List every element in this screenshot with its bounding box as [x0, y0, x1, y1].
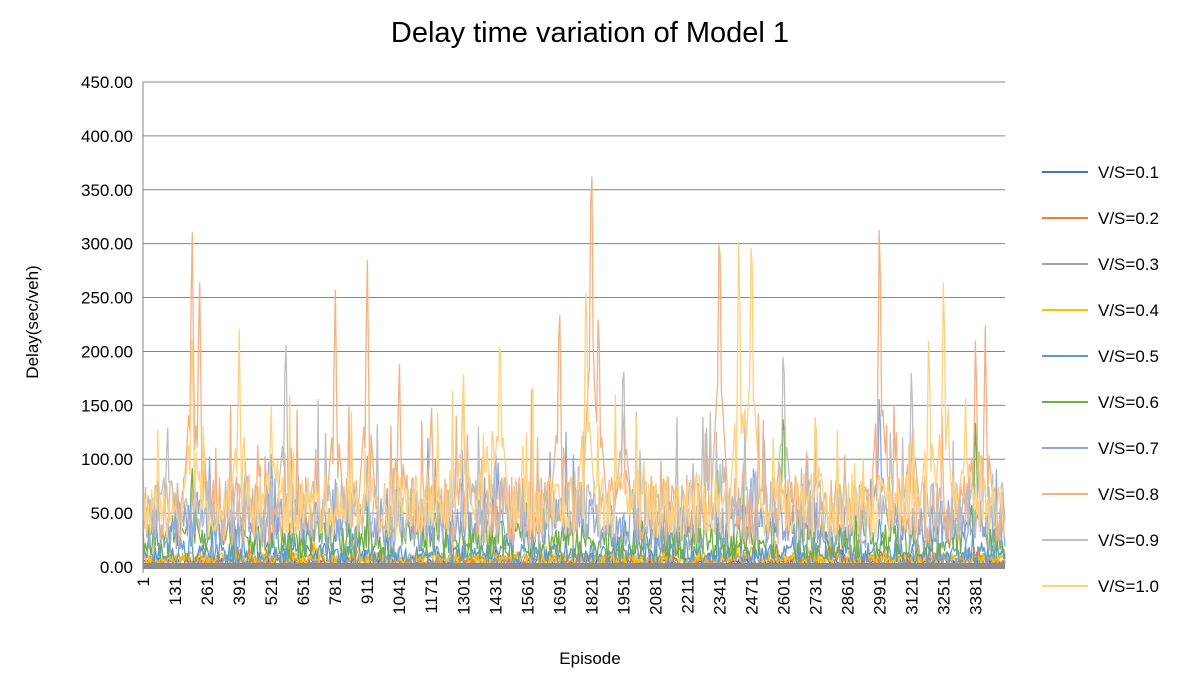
x-tick-label: 1691: [550, 577, 569, 615]
x-tick-label: 1041: [390, 577, 409, 615]
x-tick-label: 3381: [967, 577, 986, 615]
legend-label: V/S=0.7: [1098, 439, 1159, 458]
zero-baseline: [143, 563, 1005, 569]
x-tick-label: 3251: [935, 577, 954, 615]
x-tick-label: 1301: [454, 577, 473, 615]
legend-label: V/S=0.3: [1098, 255, 1159, 274]
x-tick-label: 2211: [678, 577, 697, 614]
x-tick-label: 1821: [582, 577, 601, 615]
series-lines: [142, 176, 1006, 567]
y-tick-label: 150.00: [81, 396, 133, 415]
y-tick-label: 350.00: [81, 181, 133, 200]
legend-label: V/S=0.1: [1098, 163, 1159, 182]
x-tick-label: 1561: [518, 577, 537, 615]
x-tick-label: 2341: [711, 577, 730, 615]
x-tick-label: 1: [134, 577, 153, 586]
legend-label: V/S=0.6: [1098, 393, 1159, 412]
legend-label: V/S=0.5: [1098, 347, 1159, 366]
x-tick-label: 2991: [871, 577, 890, 615]
x-tick-label: 781: [326, 577, 345, 605]
x-tick-label: 2861: [839, 577, 858, 615]
axes: [142, 82, 1005, 573]
legend-label: V/S=1.0: [1098, 577, 1159, 596]
legend-label: V/S=0.4: [1098, 301, 1159, 320]
x-tick-label: 131: [166, 577, 185, 605]
y-tick-label: 200.00: [81, 342, 133, 361]
x-axis-label: Episode: [559, 649, 620, 668]
x-tick-label: 3121: [903, 577, 922, 615]
x-tick-label: 911: [358, 577, 377, 604]
y-tick-label: 400.00: [81, 127, 133, 146]
x-tick-label: 261: [198, 577, 217, 605]
series-line: [142, 242, 1006, 539]
legend-label: V/S=0.8: [1098, 485, 1159, 504]
chart-title: Delay time variation of Model 1: [391, 17, 789, 49]
x-tick-label: 1951: [614, 577, 633, 615]
x-tick-label: 2471: [743, 577, 762, 615]
legend: V/S=0.1 V/S=0.2 V/S=0.3 V/S=0.4 V/S=0.5 V/S=0…: [1042, 163, 1159, 596]
y-tick-labels: 0.00 50.00 100.00 150.00 200.00 250.00 300.00 3…: [81, 73, 133, 577]
y-tick-label: 0.00: [100, 558, 133, 577]
y-tick-label: 100.00: [81, 450, 133, 469]
x-tick-label: 2081: [646, 577, 665, 615]
x-tick-label: 2601: [775, 577, 794, 615]
legend-label: V/S=0.9: [1098, 531, 1159, 550]
y-tick-label: 450.00: [81, 73, 133, 92]
y-tick-label: 250.00: [81, 289, 133, 308]
y-tick-label: 50.00: [90, 504, 133, 523]
x-tick-label: 1431: [486, 577, 505, 615]
y-tick-label: 300.00: [81, 235, 133, 254]
x-tick-label: 521: [262, 577, 281, 605]
series-line: [142, 345, 1006, 541]
x-tick-labels: 1 131 261 391 521 651 781 911 1041 1171 1301 1431 15…: [134, 577, 986, 615]
x-tick-label: 651: [294, 577, 313, 605]
y-axis-label: Delay(sec/veh): [23, 265, 42, 378]
legend-label: V/S=0.2: [1098, 209, 1159, 228]
x-tick-label: 1171: [422, 577, 441, 614]
x-tick-label: 2731: [807, 577, 826, 615]
x-tick-label: 391: [230, 577, 249, 605]
